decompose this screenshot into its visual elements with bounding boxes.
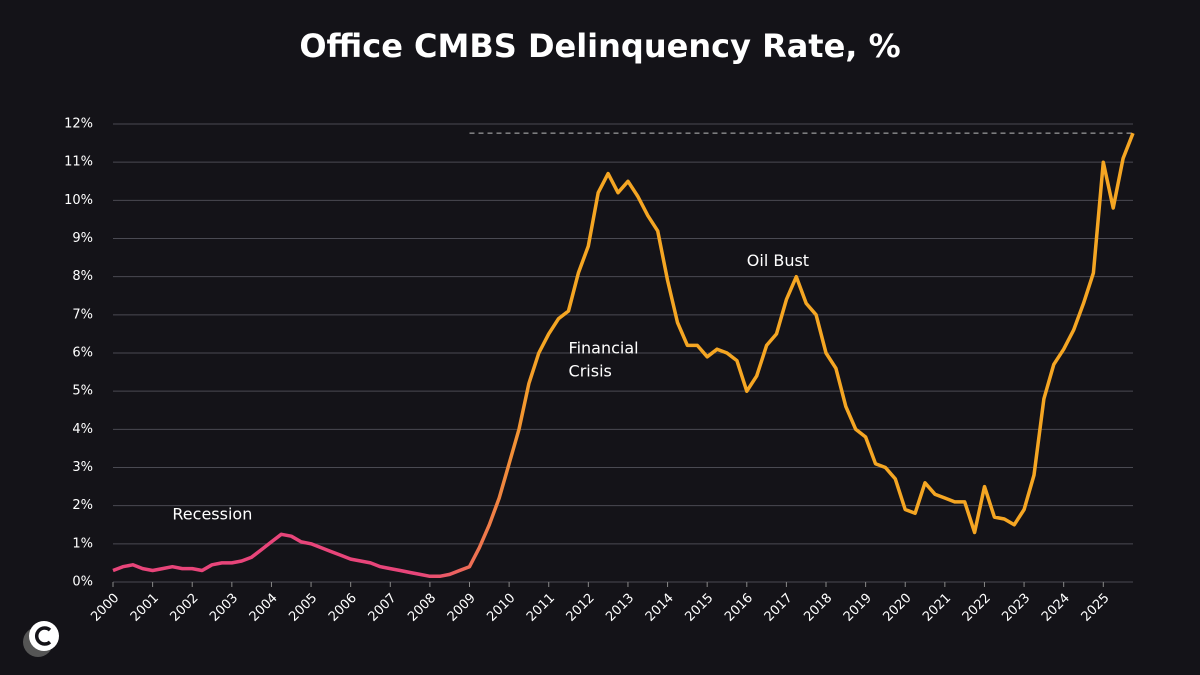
y-tick-label: 0% <box>72 575 93 590</box>
y-tick-label: 6% <box>72 346 93 361</box>
annotation: Oil Bust <box>747 251 809 270</box>
y-tick-label: 5% <box>72 384 93 399</box>
y-tick-label: 12% <box>64 117 93 132</box>
chart-title: Office CMBS Delinquency Rate, % <box>299 27 900 65</box>
y-tick-label: 11% <box>64 155 93 170</box>
data-line <box>112 132 1135 579</box>
y-tick-label: 9% <box>72 231 93 246</box>
annotation: Financial <box>569 339 639 358</box>
y-tick-label: 8% <box>72 269 93 284</box>
y-tick-label: 2% <box>72 498 93 513</box>
annotation: Recession <box>172 505 252 524</box>
y-tick-label: 1% <box>72 536 93 551</box>
y-tick-label: 10% <box>64 193 93 208</box>
annotation: Crisis <box>569 362 612 381</box>
logo <box>23 621 59 657</box>
y-tick-label: 3% <box>72 460 93 475</box>
y-tick-label: 7% <box>72 307 93 322</box>
y-tick-label: 4% <box>72 422 93 437</box>
